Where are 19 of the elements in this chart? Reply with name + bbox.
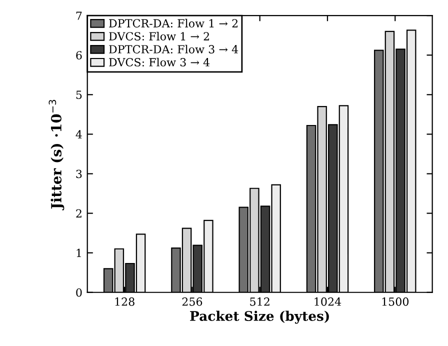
legend-label: DPTCR-DA: Flow 3 → 4 (109, 44, 238, 54)
legend-label: DVCS: Flow 3 → 4 (109, 58, 210, 66)
x-tick-label: 256 (182, 297, 202, 306)
x-tick-label: 512 (250, 297, 270, 306)
legend-label: DPTCR-DA: Flow 1 → 2 (109, 18, 238, 28)
legend-label: DVCS: Flow 1 → 2 (109, 32, 210, 40)
y-axis-title: Jitter (s) ·10$^{−3}$ (48, 100, 64, 210)
x-tick-label: 128 (115, 297, 134, 306)
y-tick-label: 5 (76, 90, 82, 100)
y-tick-label: 0 (76, 288, 82, 297)
x-axis-title: Packet Size (bytes) (190, 310, 329, 324)
y-tick-label: 3 (76, 170, 82, 178)
x-tick-label: 1024 (314, 297, 342, 306)
y-tick-label: 1 (76, 248, 81, 258)
x-tick-label: 1500 (382, 297, 409, 306)
y-tick-label: 7 (76, 12, 82, 20)
y-tick-label: 4 (76, 130, 82, 138)
y-tick-label: 2 (76, 209, 82, 218)
y-tick-label: 6 (76, 51, 82, 60)
